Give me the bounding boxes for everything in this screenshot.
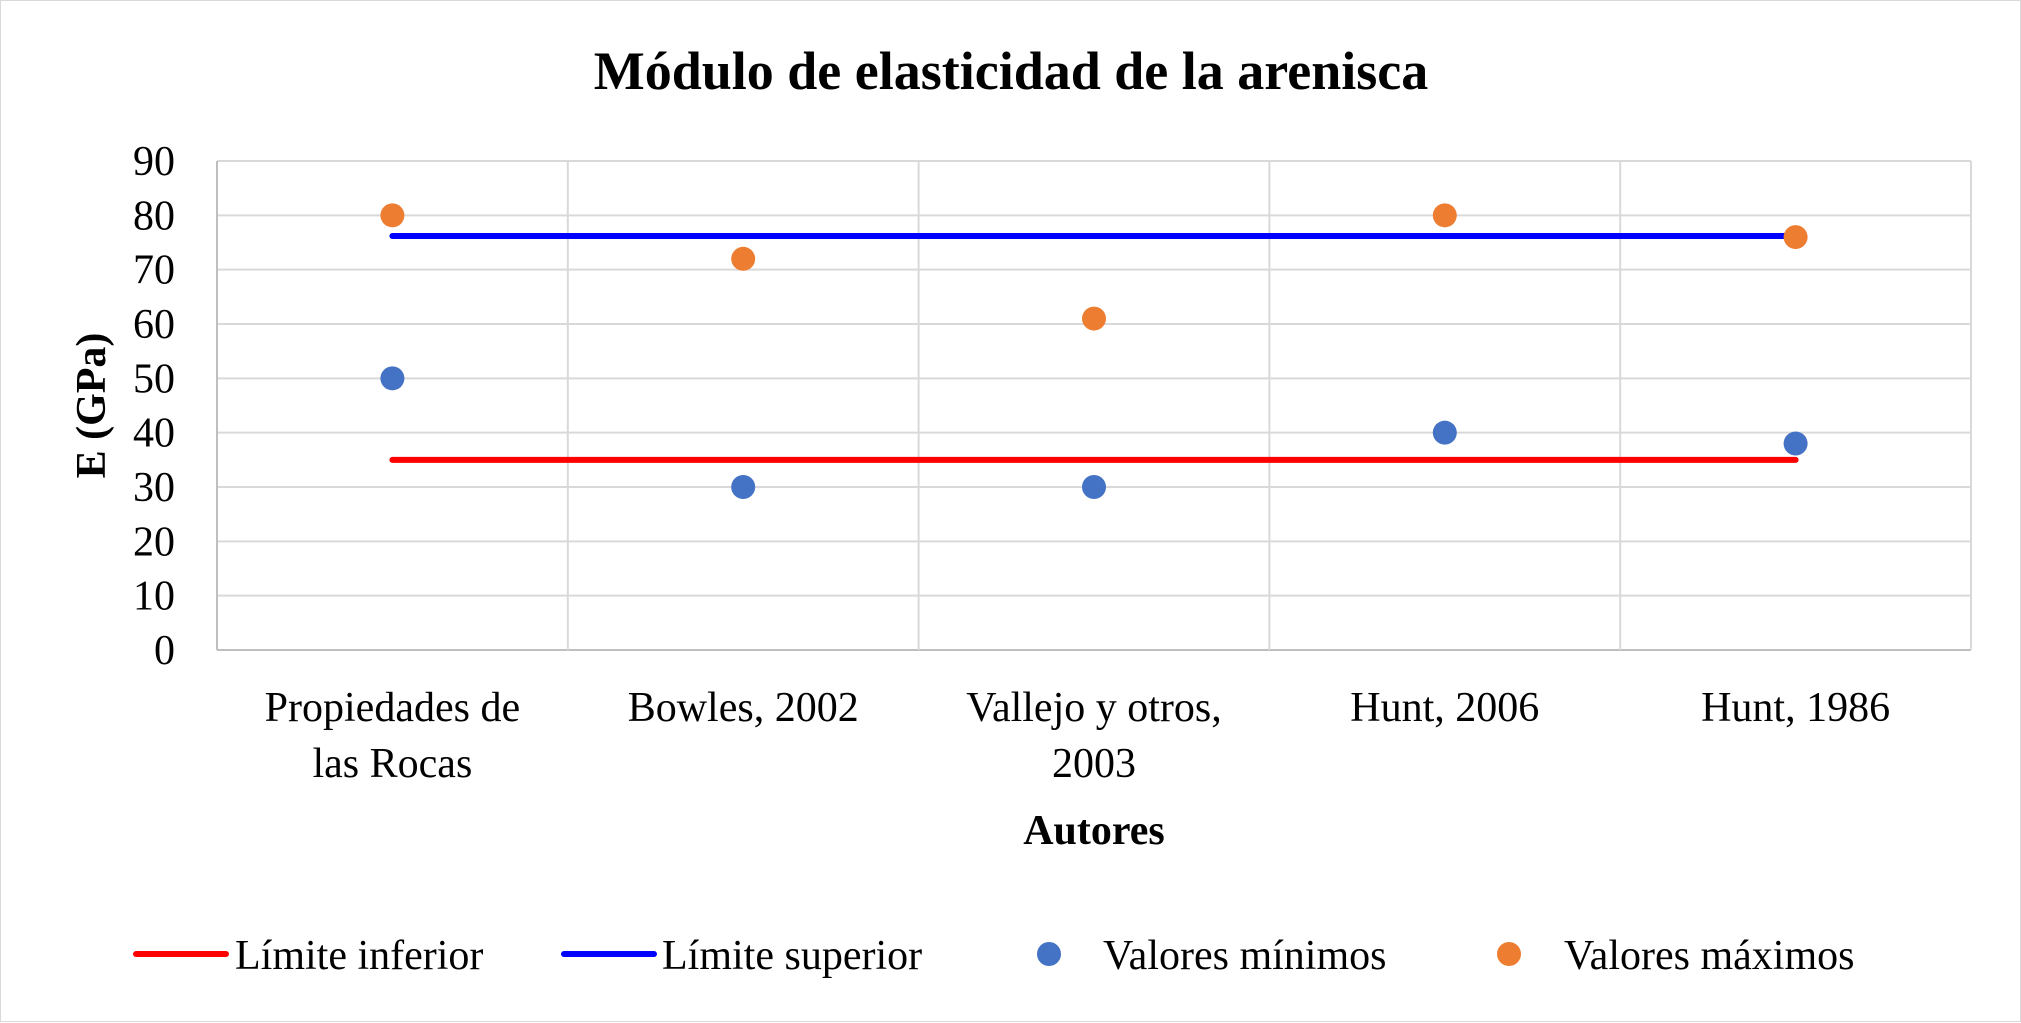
x-axis-label: Autores <box>1023 808 1165 854</box>
legend-marker-symbol <box>1037 942 1061 966</box>
y-tick-label: 80 <box>133 193 175 239</box>
data-point <box>1432 203 1457 228</box>
y-tick-label: 30 <box>133 465 175 511</box>
legend-entry-label: Límite inferior <box>235 933 483 979</box>
data-point <box>1783 225 1808 250</box>
legend-entry-label: Valores mínimos <box>1103 933 1386 979</box>
legend-marker-symbol <box>1497 942 1521 966</box>
legend-entry-label: Límite superior <box>662 933 922 979</box>
x-tick-label: Hunt, 1986 <box>1701 685 1890 731</box>
y-tick-label: 50 <box>133 356 175 402</box>
x-tick-label: Bowles, 2002 <box>628 685 859 731</box>
y-tick-label: 0 <box>154 628 175 674</box>
data-point <box>731 475 756 499</box>
data-point <box>380 203 405 228</box>
x-tick-label: Vallejo y otros, <box>966 685 1221 731</box>
y-axis-label: E (GPa) <box>69 333 115 479</box>
data-point <box>731 246 756 271</box>
y-tick-label: 40 <box>133 411 175 457</box>
x-tick-label: Hunt, 2006 <box>1350 685 1539 731</box>
y-tick-label: 10 <box>133 574 175 620</box>
y-tick-label: 70 <box>133 248 175 294</box>
data-point <box>1082 306 1106 331</box>
y-tick-label: 20 <box>133 519 175 565</box>
data-point <box>1783 431 1808 456</box>
data-point <box>380 366 405 391</box>
y-tick-label: 60 <box>133 302 175 348</box>
x-tick-label: 2003 <box>1052 741 1136 787</box>
chart-title: Módulo de elasticidad de la arenisca <box>594 41 1429 101</box>
y-tick-label: 90 <box>133 139 175 185</box>
data-point <box>1432 420 1457 445</box>
data-point <box>1082 475 1106 499</box>
x-tick-label: Propiedades de <box>265 685 520 731</box>
legend-entry-label: Valores máximos <box>1564 933 1854 979</box>
x-tick-label: las Rocas <box>313 741 473 787</box>
